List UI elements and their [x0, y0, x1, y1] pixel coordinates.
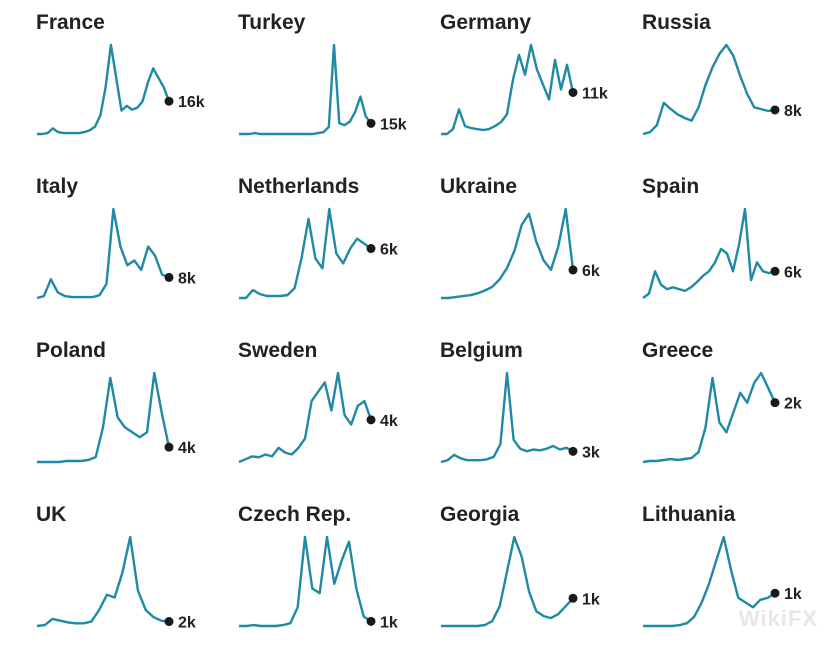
- chart-title: Poland: [36, 339, 107, 362]
- end-point-dot: [770, 266, 780, 276]
- series-line: [642, 207, 776, 299]
- line-chart: 8k: [642, 43, 802, 136]
- end-point-dot: [366, 415, 376, 425]
- chart-panel-turkey: Turkey 15k: [202, 0, 407, 164]
- chart-panel-poland: Poland 4k: [0, 328, 202, 492]
- line-chart: 15k: [239, 43, 407, 136]
- chart-title: Turkey: [238, 11, 306, 34]
- chart-panel-italy: Italy 8k: [0, 164, 202, 328]
- chart-title: France: [36, 11, 105, 34]
- end-point-dot: [366, 244, 376, 254]
- end-point-dot: [366, 118, 376, 128]
- chart-title: Georgia: [440, 503, 520, 526]
- end-point-dot: [770, 105, 780, 115]
- end-point-dot: [568, 593, 578, 603]
- end-value-label: 6k: [582, 263, 600, 280]
- line-chart: 6k: [441, 207, 600, 300]
- series-line: [239, 535, 372, 628]
- line-chart: 4k: [238, 371, 398, 464]
- chart-panel-lithuania: Lithuania 1k: [606, 492, 808, 656]
- series-line: [643, 535, 776, 628]
- series-line: [238, 371, 373, 464]
- chart-title: Czech Rep.: [238, 503, 352, 526]
- end-value-label: 4k: [380, 413, 398, 430]
- line-chart: 16k: [37, 43, 205, 136]
- series-line: [36, 207, 170, 300]
- end-point-dot: [770, 588, 780, 598]
- chart-title: Ukraine: [440, 175, 518, 198]
- chart-title: UK: [36, 503, 67, 526]
- line-chart: 6k: [642, 207, 802, 299]
- line-chart: 8k: [36, 207, 196, 300]
- chart-panel-france: France 16k: [0, 0, 205, 164]
- end-value-label: 1k: [582, 591, 600, 608]
- end-value-label: 6k: [784, 264, 802, 281]
- chart-title: Russia: [642, 11, 711, 34]
- series-line: [37, 371, 171, 464]
- end-value-label: 6k: [380, 242, 398, 259]
- end-point-dot: [366, 616, 376, 626]
- chart-title: Italy: [36, 175, 79, 198]
- end-point-dot: [164, 617, 174, 627]
- series-line: [440, 371, 574, 464]
- end-value-label: 16k: [178, 94, 205, 111]
- chart-panel-ukraine: Ukraine 6k: [404, 164, 606, 328]
- end-value-label: 11k: [582, 85, 608, 102]
- series-line: [441, 207, 575, 300]
- end-point-dot: [568, 87, 578, 97]
- chart-panel-belgium: Belgium 3k: [404, 328, 606, 492]
- line-chart: 1k: [643, 535, 802, 628]
- end-value-label: 1k: [784, 586, 802, 603]
- end-point-dot: [164, 442, 174, 452]
- end-point-dot: [770, 398, 780, 408]
- chart-panel-georgia: Georgia 1k: [404, 492, 606, 656]
- series-line: [36, 535, 170, 628]
- watermark: WikiFX: [738, 606, 818, 631]
- end-point-dot: [164, 96, 174, 106]
- chart-panel-spain: Spain 6k: [606, 164, 808, 328]
- line-chart: 2k: [642, 371, 802, 464]
- chart-panel-netherlands: Netherlands 6k: [202, 164, 404, 328]
- line-chart: 2k: [36, 535, 196, 632]
- chart-panel-russia: Russia 8k: [606, 0, 808, 164]
- end-point-dot: [568, 446, 578, 456]
- end-value-label: 8k: [784, 103, 802, 120]
- series-line: [239, 43, 372, 136]
- chart-title: Belgium: [440, 339, 523, 362]
- end-value-label: 8k: [178, 270, 196, 287]
- end-value-label: 3k: [582, 444, 600, 461]
- series-line: [239, 207, 372, 300]
- chart-title: Lithuania: [642, 503, 736, 526]
- chart-title: Greece: [642, 339, 714, 362]
- line-chart: 3k: [440, 371, 600, 464]
- chart-panel-greece: Greece 2k: [606, 328, 808, 492]
- end-value-label: 15k: [380, 116, 407, 133]
- line-chart: 6k: [239, 207, 398, 300]
- chart-title: Sweden: [238, 339, 318, 362]
- series-line: [441, 535, 574, 628]
- chart-title: Germany: [440, 11, 532, 34]
- chart-title: Spain: [642, 175, 700, 198]
- chart-panel-germany: Germany 11k: [404, 0, 608, 164]
- series-line: [441, 43, 575, 136]
- series-line: [642, 371, 777, 464]
- series-line: [642, 43, 776, 136]
- chart-panel-uk: UK 2k: [0, 492, 202, 656]
- line-chart: 4k: [37, 371, 196, 464]
- end-value-label: 2k: [784, 396, 802, 413]
- line-chart: 1k: [441, 535, 600, 628]
- line-chart: 1k: [239, 535, 398, 631]
- chart-panel-sweden: Sweden 4k: [202, 328, 404, 492]
- end-value-label: 1k: [380, 614, 398, 631]
- end-value-label: 4k: [178, 440, 196, 457]
- chart-panel-czech-rep: Czech Rep. 1k: [202, 492, 404, 656]
- end-value-label: 2k: [178, 615, 196, 632]
- end-point-dot: [568, 265, 578, 275]
- end-point-dot: [164, 272, 174, 282]
- line-chart: 11k: [441, 43, 608, 136]
- chart-title: Netherlands: [238, 175, 360, 198]
- series-line: [37, 43, 171, 136]
